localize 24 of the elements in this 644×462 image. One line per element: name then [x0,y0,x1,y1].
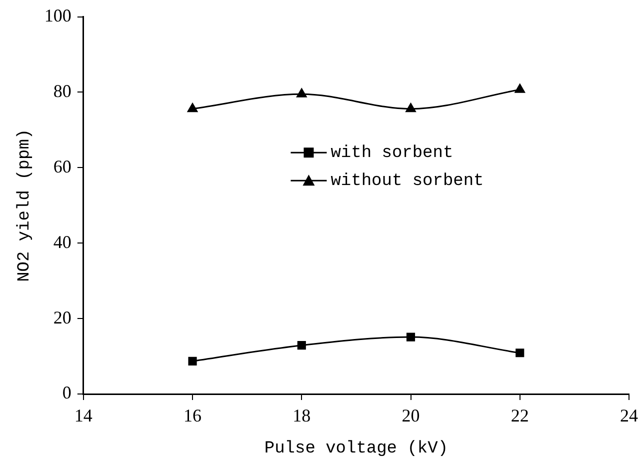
x-tick-label: 14 [74,406,92,426]
point [406,332,416,342]
y-tick-label: 60 [53,156,72,176]
point [514,84,525,93]
point [297,341,306,350]
legend-label: without sorbent [330,172,484,192]
x-tick-label: 18 [292,406,311,426]
x-tick-label: 16 [184,406,202,426]
x-tick-label: 20 [402,406,420,426]
point [187,103,198,112]
y-tick-label: 100 [44,6,72,26]
y-axis-title: NO2 yield (ppm) [16,128,35,282]
x-tick-label: 24 [620,406,638,426]
y-tick-label: 0 [62,382,72,403]
y-tick-label: 20 [53,307,72,328]
y-tick-label: 80 [53,80,72,101]
point [188,356,197,366]
point [296,88,307,98]
point [516,348,524,358]
x-tick-label: 22 [510,406,529,426]
point [406,103,416,112]
legend-label: with sorbent [330,144,454,164]
x-axis-title: Pulse voltage (kV) [264,439,448,458]
y-tick-label: 40 [53,232,72,252]
